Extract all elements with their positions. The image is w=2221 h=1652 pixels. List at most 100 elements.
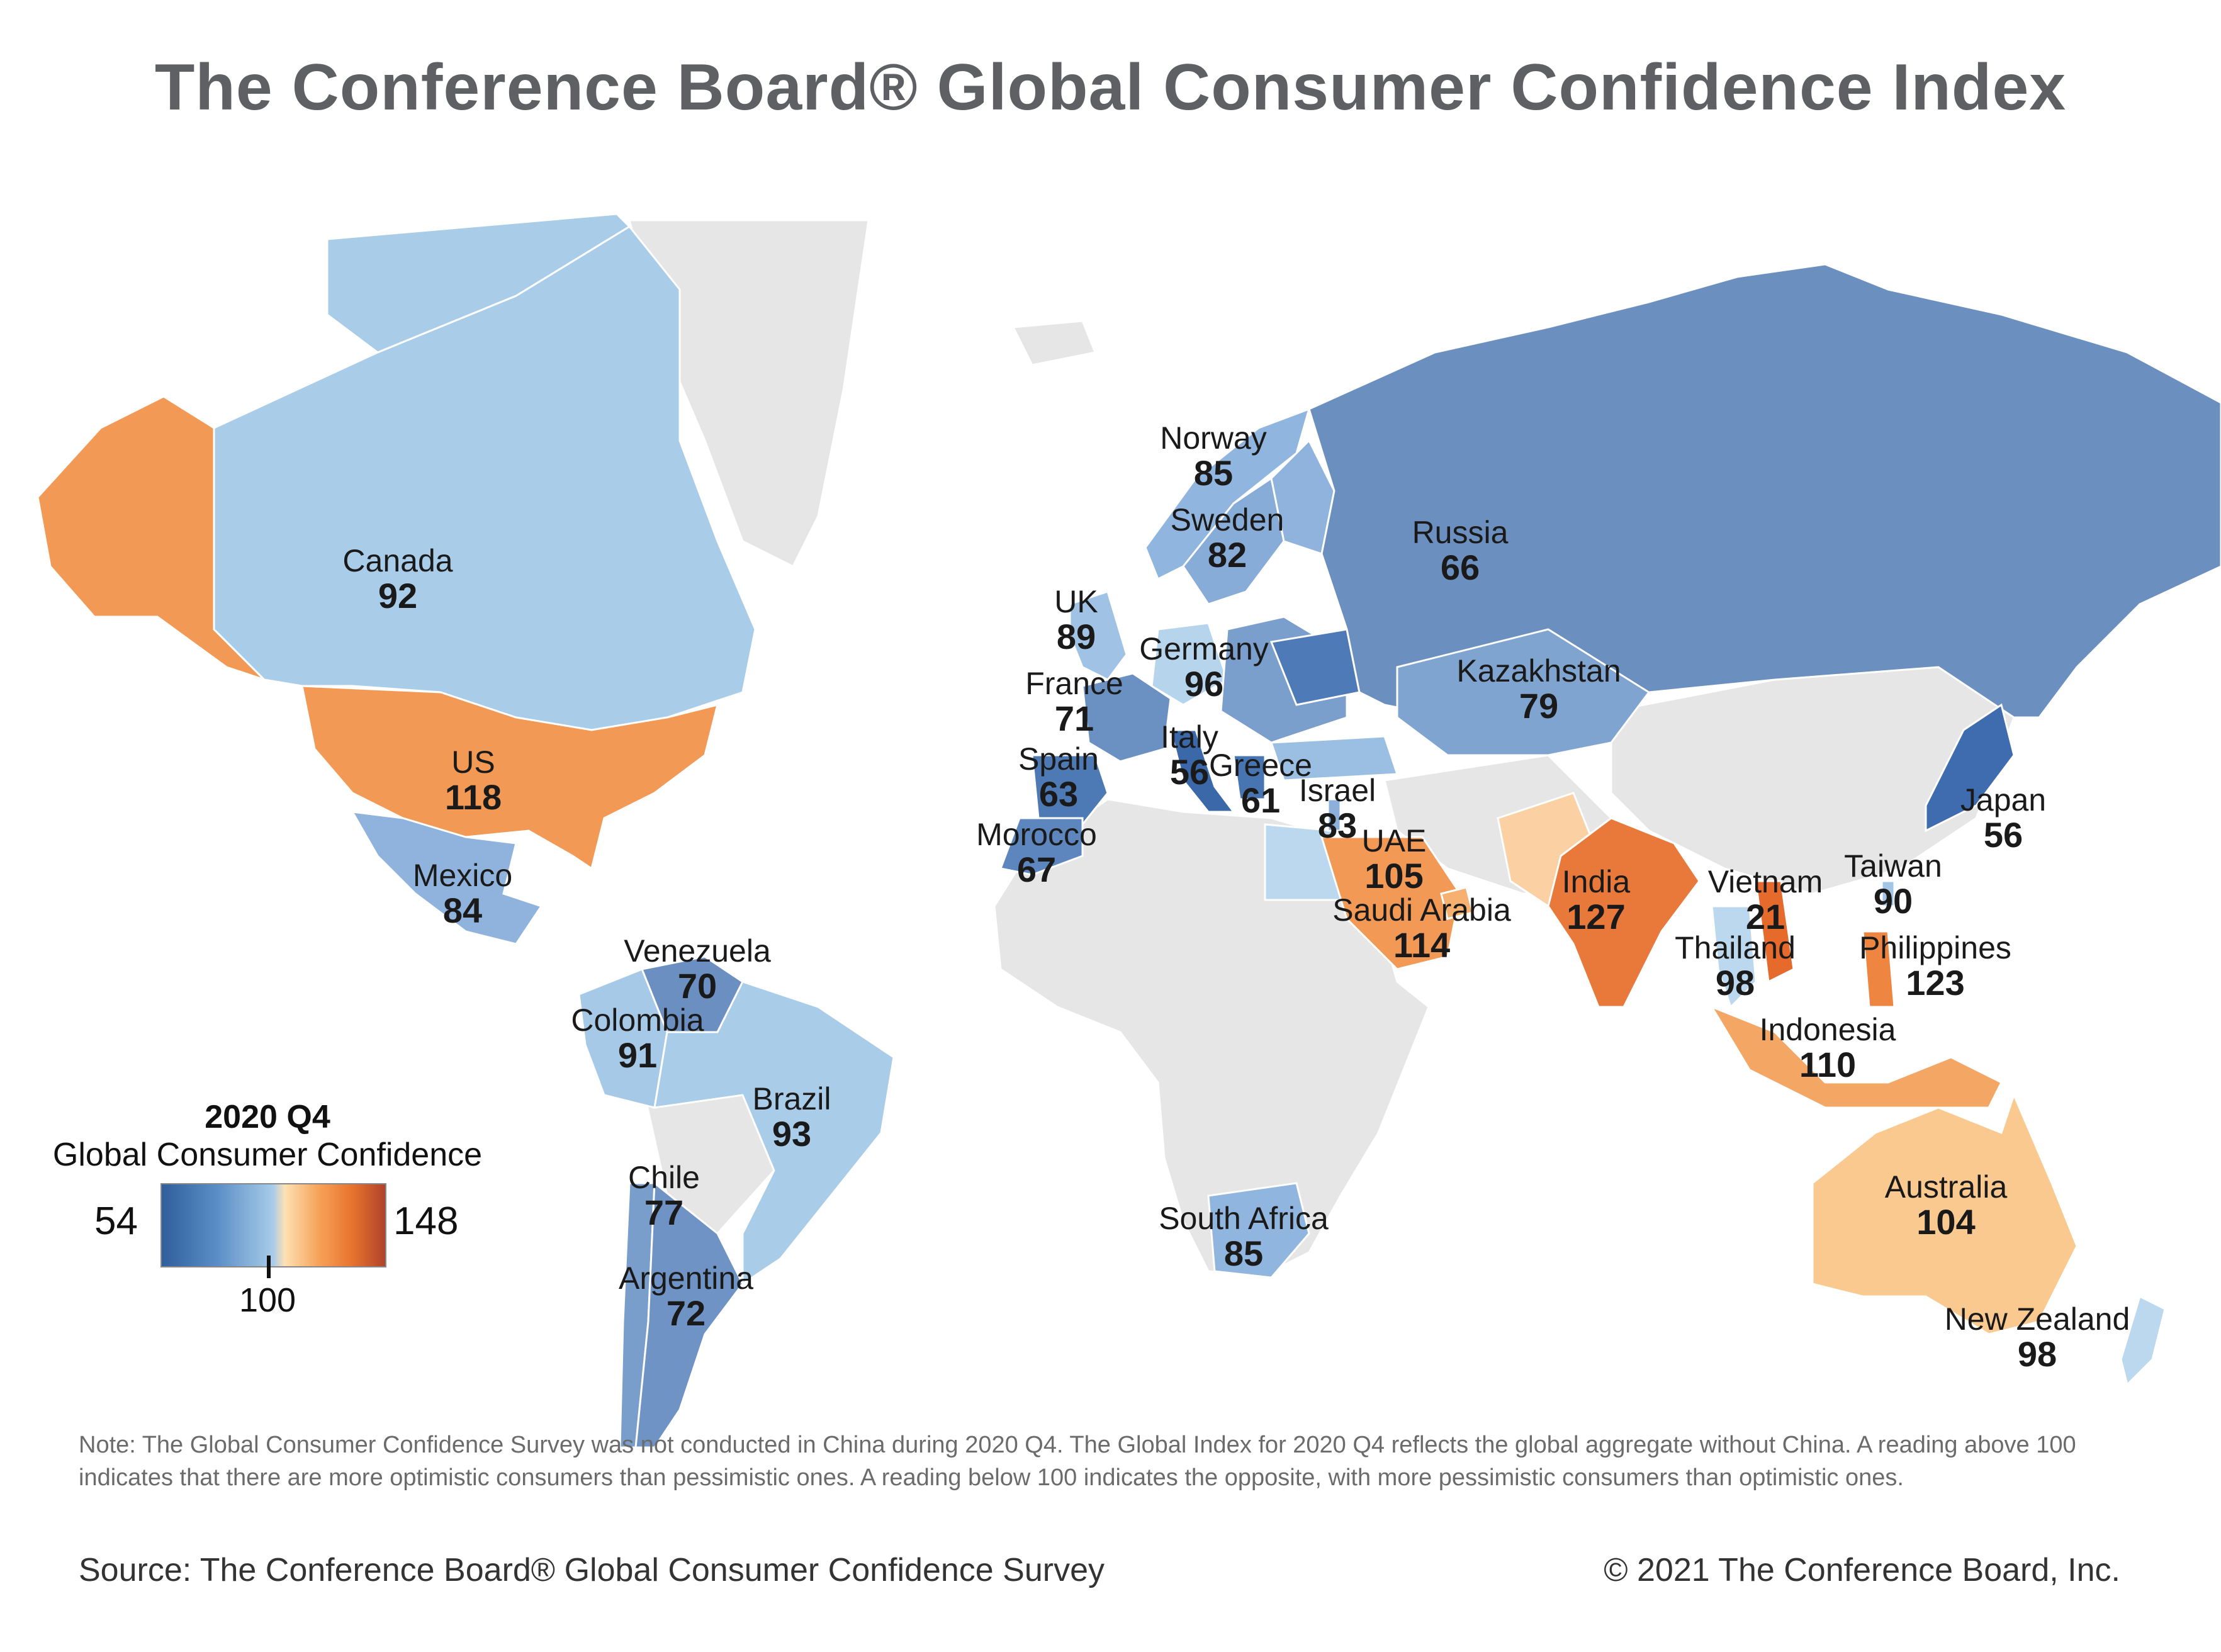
country-label: Kazakhstan 79 <box>1456 655 1621 724</box>
country-name: Spain <box>1018 741 1099 777</box>
region-us <box>301 685 719 870</box>
legend-max: 148 <box>393 1200 459 1243</box>
country-label: UAE 105 <box>1362 824 1427 894</box>
region-vietnam <box>1755 880 1795 984</box>
region-israel <box>1327 798 1342 832</box>
country-label: Morocco 67 <box>976 818 1097 888</box>
country-value: 85 <box>1223 1233 1264 1273</box>
region-italy <box>1169 729 1235 813</box>
country-name: Kazakhstan <box>1456 653 1621 688</box>
country-name: France <box>1025 666 1123 701</box>
country-value: 83 <box>1317 805 1358 845</box>
region-germany <box>1150 622 1229 706</box>
legend-mid: 100 <box>239 1281 296 1319</box>
country-label: Norway 85 <box>1160 422 1266 492</box>
legend-title: 2020 Q4 <box>205 1099 330 1135</box>
country-value: 105 <box>1364 855 1424 896</box>
region-thailand <box>1711 905 1757 1009</box>
country-value: 93 <box>772 1113 812 1154</box>
region-argentina <box>634 1181 744 1449</box>
country-value: 104 <box>1916 1201 1976 1242</box>
country-label: Saudi Arabia 114 <box>1332 894 1511 964</box>
copyright-text: © 2021 The Conference Board, Inc. <box>1604 1552 2120 1588</box>
country-label: Australia 104 <box>1885 1171 2008 1240</box>
country-name: Argentina <box>618 1261 754 1296</box>
region-brazil <box>653 981 895 1286</box>
region-turkey <box>1269 735 1399 782</box>
region-india <box>1547 817 1701 1008</box>
country-label: Taiwan 90 <box>1844 850 1942 919</box>
country-label: Thailand 98 <box>1675 931 1796 1001</box>
country-value: 56 <box>1169 751 1210 792</box>
country-value: 79 <box>1519 685 1559 726</box>
region-finland <box>1270 439 1335 555</box>
footnote: Note: The Global Consumer Confidence Sur… <box>79 1432 2076 1491</box>
country-value: 114 <box>1393 924 1451 965</box>
country-value: 85 <box>1193 452 1234 493</box>
country-name: Brazil <box>752 1081 831 1116</box>
country-name: Venezuela <box>624 933 771 969</box>
region-new-zealand <box>2120 1295 2166 1386</box>
country-label: Colombia 91 <box>571 1004 704 1074</box>
country-label: US 118 <box>445 746 502 816</box>
country-label: Brazil 93 <box>752 1082 831 1152</box>
page-title: The Conference Board® Global Consumer Co… <box>154 51 2067 124</box>
country-value: 110 <box>1799 1044 1857 1084</box>
country-label: Russia 66 <box>1412 516 1509 586</box>
region-spain <box>1031 754 1109 826</box>
country-label: Italy 56 <box>1161 721 1218 790</box>
region-japan <box>1925 703 2015 833</box>
country-value: 84 <box>442 890 483 930</box>
country-label: UK 89 <box>1054 585 1098 655</box>
country-name: New Zealand <box>1944 1301 2130 1337</box>
country-name: Vietnam <box>1707 864 1823 899</box>
region-australia <box>1811 1092 2078 1335</box>
country-label: Greece 61 <box>1209 749 1312 819</box>
country-label: New Zealand 98 <box>1945 1303 2130 1373</box>
country-value: 66 <box>1440 547 1480 587</box>
country-name: Germany <box>1139 631 1269 666</box>
country-value: 92 <box>378 575 418 615</box>
region-france <box>1081 672 1172 763</box>
country-value: 61 <box>1240 780 1281 820</box>
country-label: Vietnam 21 <box>1708 865 1823 935</box>
country-value: 118 <box>444 777 502 817</box>
legend-mid-tick <box>267 1256 271 1278</box>
country-label: Israel 83 <box>1299 774 1376 844</box>
country-value: 123 <box>1906 962 1965 1003</box>
region-uae <box>1440 886 1474 920</box>
country-label: Chile 77 <box>628 1161 700 1231</box>
source-text: Source: The Conference Board® Global Con… <box>79 1552 1105 1588</box>
country-value: 127 <box>1566 896 1626 936</box>
region-saudi <box>1320 836 1461 970</box>
legend-subtitle: Global Consumer Confidence <box>52 1137 483 1173</box>
country-value: 67 <box>1016 849 1057 889</box>
country-value: 89 <box>1056 616 1096 656</box>
country-value: 63 <box>1038 773 1079 814</box>
country-name: Colombia <box>571 1003 704 1038</box>
country-label: Philippines 123 <box>1859 931 2011 1001</box>
country-value: 98 <box>2017 1334 2057 1374</box>
country-name: Thailand <box>1675 930 1796 965</box>
region-philippines <box>1862 930 1896 1008</box>
region-morocco <box>999 817 1084 876</box>
country-name: Indonesia <box>1759 1012 1896 1047</box>
region-kazakhstan <box>1396 628 1651 756</box>
country-name: Russia <box>1412 515 1509 550</box>
country-name: Chile <box>628 1160 700 1195</box>
country-name: Morocco <box>976 817 1097 852</box>
country-value: 96 <box>1184 663 1224 704</box>
country-value: 70 <box>677 965 717 1006</box>
country-label: Germany 96 <box>1139 632 1269 702</box>
country-value: 90 <box>1873 880 1913 921</box>
country-name: UAE <box>1361 823 1427 858</box>
country-value: 72 <box>666 1293 706 1333</box>
country-value: 71 <box>1054 698 1094 738</box>
country-name: Israel <box>1298 773 1376 808</box>
country-name: Japan <box>1960 782 2047 818</box>
region-taiwan <box>1881 880 1896 907</box>
country-name: Saudi Arabia <box>1332 892 1511 928</box>
region-indonesia <box>1709 1004 2003 1109</box>
country-label: France 71 <box>1025 667 1123 737</box>
